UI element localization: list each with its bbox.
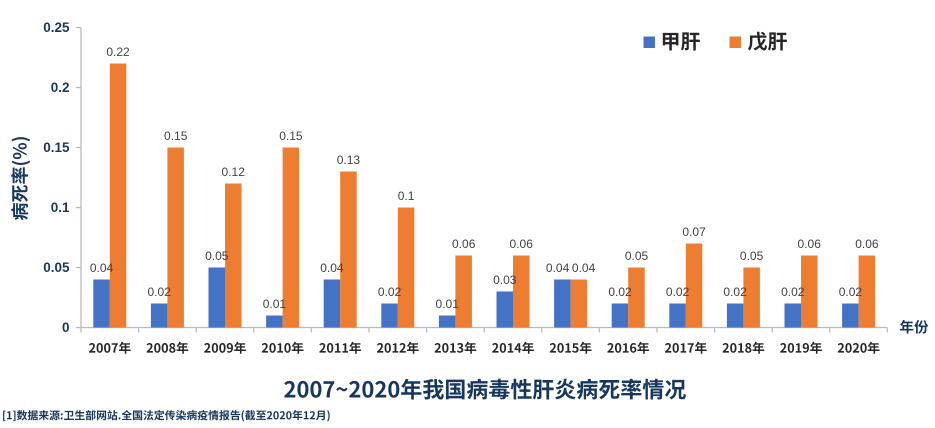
svg-text:0.2: 0.2: [51, 80, 70, 95]
svg-text:0.01: 0.01: [436, 297, 460, 311]
svg-text:0.1: 0.1: [51, 200, 70, 215]
svg-text:0.02: 0.02: [608, 285, 632, 299]
svg-text:0.07: 0.07: [682, 225, 706, 239]
svg-text:0.04: 0.04: [320, 261, 344, 275]
svg-text:0.06: 0.06: [798, 237, 822, 251]
svg-text:0.05: 0.05: [43, 260, 70, 275]
svg-text:0.04: 0.04: [546, 261, 570, 275]
svg-text:0.15: 0.15: [43, 140, 70, 155]
svg-text:0.06: 0.06: [855, 237, 879, 251]
svg-text:0.02: 0.02: [839, 285, 863, 299]
svg-text:0.15: 0.15: [279, 129, 303, 143]
svg-text:0.02: 0.02: [666, 285, 690, 299]
svg-text:0.06: 0.06: [452, 237, 476, 251]
svg-text:0.22: 0.22: [106, 45, 130, 59]
svg-text:0.01: 0.01: [263, 297, 287, 311]
svg-text:0.02: 0.02: [781, 285, 805, 299]
svg-text:0.05: 0.05: [740, 249, 764, 263]
svg-text:0.05: 0.05: [625, 249, 649, 263]
svg-text:0.04: 0.04: [90, 261, 114, 275]
svg-text:0.02: 0.02: [723, 285, 747, 299]
svg-text:0.06: 0.06: [510, 237, 534, 251]
svg-text:0: 0: [62, 320, 70, 335]
svg-text:0.05: 0.05: [205, 249, 229, 263]
svg-text:0.15: 0.15: [164, 129, 188, 143]
svg-text:0.13: 0.13: [337, 153, 361, 167]
svg-text:0.02: 0.02: [148, 285, 172, 299]
svg-text:0.12: 0.12: [222, 165, 246, 179]
svg-text:0.04: 0.04: [572, 261, 596, 275]
svg-text:0.02: 0.02: [378, 285, 402, 299]
svg-text:0.1: 0.1: [398, 189, 415, 203]
svg-text:0.25: 0.25: [43, 20, 70, 35]
svg-text:0.03: 0.03: [493, 273, 517, 287]
